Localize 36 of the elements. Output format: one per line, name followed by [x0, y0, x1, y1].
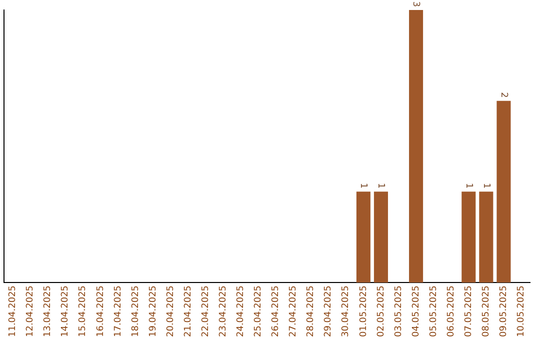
x-tick-label: 13.04.2025: [43, 285, 54, 337]
data-label: 1: [480, 182, 491, 189]
x-tick-label: 16.04.2025: [96, 285, 106, 337]
x-tick-label: 12.04.2025: [26, 285, 36, 337]
x-tick-label: 30.04.2025: [341, 285, 352, 337]
data-label: 3: [410, 1, 421, 7]
x-tick-label: 28.04.2025: [306, 285, 316, 337]
x-tick-label: 11.04.2025: [8, 285, 18, 337]
x-tick-label: 27.04.2025: [288, 285, 299, 337]
x-tick-label: 04.05.2025: [411, 285, 422, 337]
x-tick-label: 06.05.2025: [446, 285, 456, 337]
x-tick-label: 14.04.2025: [60, 285, 71, 337]
x-tick-label: 26.04.2025: [271, 285, 282, 337]
x-tick-label: 05.05.2025: [428, 285, 439, 337]
x-tick-label: 19.04.2025: [148, 285, 158, 337]
x-tick-label: 20.04.2025: [166, 285, 176, 337]
x-tick-label: 15.04.2025: [78, 285, 88, 337]
data-label: 1: [376, 182, 386, 189]
x-tick-label: 10.05.2025: [516, 285, 527, 337]
x-tick-label: 08.05.2025: [482, 285, 492, 337]
x-tick-label: 01.05.2025: [358, 285, 369, 337]
x-tick-label: 02.05.2025: [376, 285, 386, 337]
x-tick-label: 25.04.2025: [254, 285, 264, 337]
x-tick-label: 21.04.2025: [183, 285, 194, 337]
x-tick-label: 03.05.2025: [394, 285, 404, 337]
x-tick-label: 23.04.2025: [218, 285, 229, 337]
data-label: 2: [498, 92, 508, 98]
x-tick-label: 18.04.2025: [130, 285, 141, 337]
x-tick-label: 07.05.2025: [464, 285, 474, 337]
data-label: 1: [358, 182, 368, 189]
data-label: 1: [463, 182, 474, 189]
x-tick-label: 29.04.2025: [324, 285, 334, 337]
x-tick-label: 24.04.2025: [236, 285, 246, 337]
x-tick-label: 09.05.2025: [499, 285, 510, 337]
x-tick-label: 22.04.2025: [200, 285, 211, 337]
x-tick-label: 17.04.2025: [113, 285, 124, 337]
